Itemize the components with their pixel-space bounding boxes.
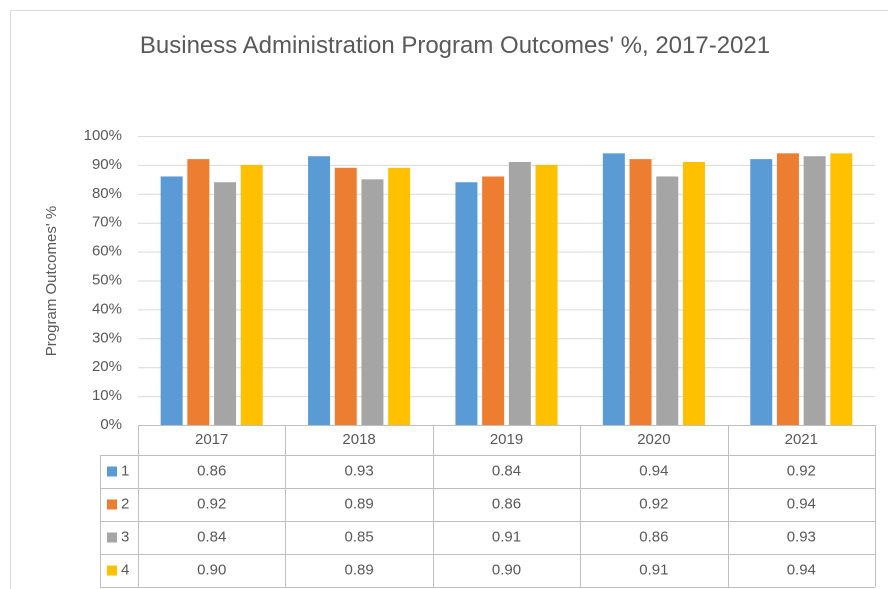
legend-label: 4 — [121, 561, 129, 578]
legend-key — [107, 565, 117, 576]
y-tick-label: 0% — [100, 416, 122, 433]
bar — [656, 176, 679, 425]
y-axis-label: Program Outcomes' % — [43, 206, 60, 356]
table-cell: 0.92 — [197, 495, 226, 512]
y-tick-label: 70% — [92, 214, 122, 231]
bar — [308, 156, 331, 426]
x-tick-label: 2017 — [195, 431, 228, 448]
bar — [240, 164, 263, 425]
bar — [602, 153, 625, 425]
table-cell: 0.91 — [639, 561, 668, 578]
legend-key — [107, 499, 117, 510]
table-cell: 0.94 — [639, 462, 668, 479]
x-tick-label: 2018 — [342, 431, 375, 448]
y-tick-label: 40% — [92, 300, 122, 317]
table-cell: 0.84 — [492, 462, 521, 479]
legend-label: 1 — [121, 462, 129, 479]
bar — [388, 167, 411, 426]
bar — [682, 162, 705, 425]
table-cell: 0.92 — [787, 462, 816, 479]
x-tick-label: 2019 — [490, 431, 523, 448]
bar — [334, 167, 357, 426]
bar — [830, 153, 853, 425]
bar — [214, 182, 237, 425]
table-cell: 0.89 — [344, 561, 373, 578]
bar — [187, 159, 210, 425]
legend-key — [107, 466, 117, 477]
y-tick-label: 50% — [92, 271, 122, 288]
table-cell: 0.90 — [492, 561, 521, 578]
table-cell: 0.89 — [344, 495, 373, 512]
table-cell: 0.84 — [197, 528, 226, 545]
bar — [750, 159, 773, 425]
bar — [160, 176, 183, 425]
bar — [535, 164, 558, 425]
bar — [361, 179, 384, 425]
table-cell: 0.86 — [639, 528, 668, 545]
legend-label: 3 — [121, 528, 129, 545]
bar — [508, 162, 531, 425]
table-cell: 0.90 — [197, 561, 226, 578]
y-tick-label: 80% — [92, 185, 122, 202]
table-cell: 0.94 — [787, 495, 816, 512]
chart-title: Business Administration Program Outcomes… — [139, 32, 771, 59]
table-cell: 0.93 — [344, 462, 373, 479]
table-cell: 0.86 — [492, 495, 521, 512]
y-tick-label: 30% — [92, 329, 122, 346]
y-tick-label: 90% — [92, 156, 122, 173]
table-cell: 0.94 — [787, 561, 816, 578]
table-cell: 0.86 — [197, 462, 226, 479]
bar — [455, 182, 478, 425]
table-cell: 0.93 — [787, 528, 816, 545]
chart-border — [10, 10, 888, 589]
y-tick-label: 10% — [92, 387, 122, 404]
table-cell: 0.85 — [344, 528, 373, 545]
bar — [803, 156, 826, 426]
y-tick-label: 60% — [92, 243, 122, 260]
y-tick-label: 20% — [92, 358, 122, 375]
legend-label: 2 — [121, 495, 129, 512]
bar — [482, 176, 505, 425]
legend-key — [107, 532, 117, 543]
bar — [629, 159, 652, 425]
x-tick-label: 2021 — [785, 431, 818, 448]
bar — [776, 153, 799, 425]
y-tick-label: 100% — [84, 127, 122, 144]
table-cell: 0.92 — [639, 495, 668, 512]
table-cell: 0.91 — [492, 528, 521, 545]
x-tick-label: 2020 — [637, 431, 670, 448]
